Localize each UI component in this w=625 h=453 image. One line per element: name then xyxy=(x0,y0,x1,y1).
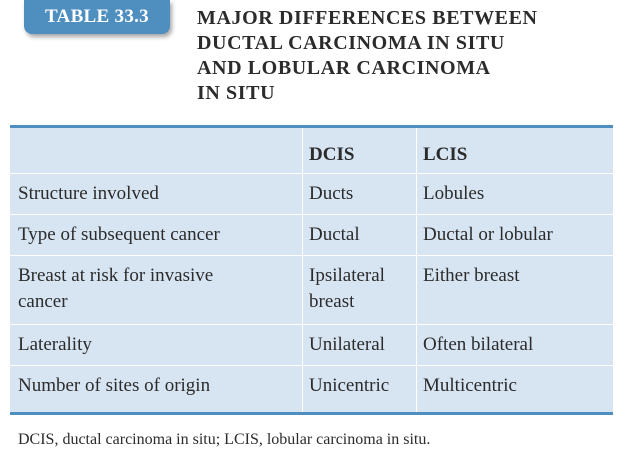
table-row: Laterality Unilateral Often bilateral xyxy=(10,324,613,365)
lcis-cell: Lobules xyxy=(423,183,485,204)
lcis-cell: Often bilateral xyxy=(423,334,534,355)
table-header-row: DCIS LCIS xyxy=(10,128,613,173)
dcis-cell: Ducts xyxy=(309,183,354,204)
row-label: Type of subsequent cancer xyxy=(18,224,220,245)
column-divider xyxy=(416,128,417,412)
table-row: Structure involved Ducts Lobules xyxy=(10,173,613,214)
table-row: Type of subsequent cancer Ductal Ductal … xyxy=(10,214,613,255)
lcis-cell: Ductal or lobular xyxy=(423,224,553,245)
table-footnote: DCIS, ductal carcinoma in situ; LCIS, lo… xyxy=(18,431,431,448)
table-row: Breast at risk for invasive cancer Ipsil… xyxy=(10,255,613,324)
row-label: Laterality xyxy=(18,334,92,355)
row-label: Breast at risk for invasive cancer xyxy=(18,265,214,312)
dcis-cell: Unicentric xyxy=(309,375,390,396)
comparison-table: DCIS LCIS Structure involved Ducts Lobul… xyxy=(10,125,613,415)
column-divider xyxy=(302,128,303,412)
lcis-cell: Either breast xyxy=(423,265,520,286)
table-number-badge: TABLE 33.3 xyxy=(24,0,170,34)
dcis-cell: Ductal xyxy=(309,224,360,245)
dcis-cell: Unilateral xyxy=(309,334,385,355)
row-label: Number of sites of origin xyxy=(18,375,211,396)
title-line: AND LOBULAR CARCINOMA xyxy=(197,57,491,79)
title-line: IN SITU xyxy=(197,82,276,104)
title-line: DUCTAL CARCINOMA IN SITU xyxy=(197,32,505,54)
header-cell-dcis: DCIS xyxy=(309,144,355,165)
row-label: Structure involved xyxy=(18,183,159,204)
lcis-cell: Multicentric xyxy=(423,375,517,396)
header-cell-lcis: LCIS xyxy=(423,144,468,165)
dcis-cell: Ipsilateral breast xyxy=(309,265,385,312)
table-title: MAJOR DIFFERENCES BETWEEN DUCTAL CARCINO… xyxy=(197,6,597,106)
header-cell xyxy=(18,128,288,173)
title-line: MAJOR DIFFERENCES BETWEEN xyxy=(197,7,538,29)
table-row: Number of sites of origin Unicentric Mul… xyxy=(10,365,613,412)
